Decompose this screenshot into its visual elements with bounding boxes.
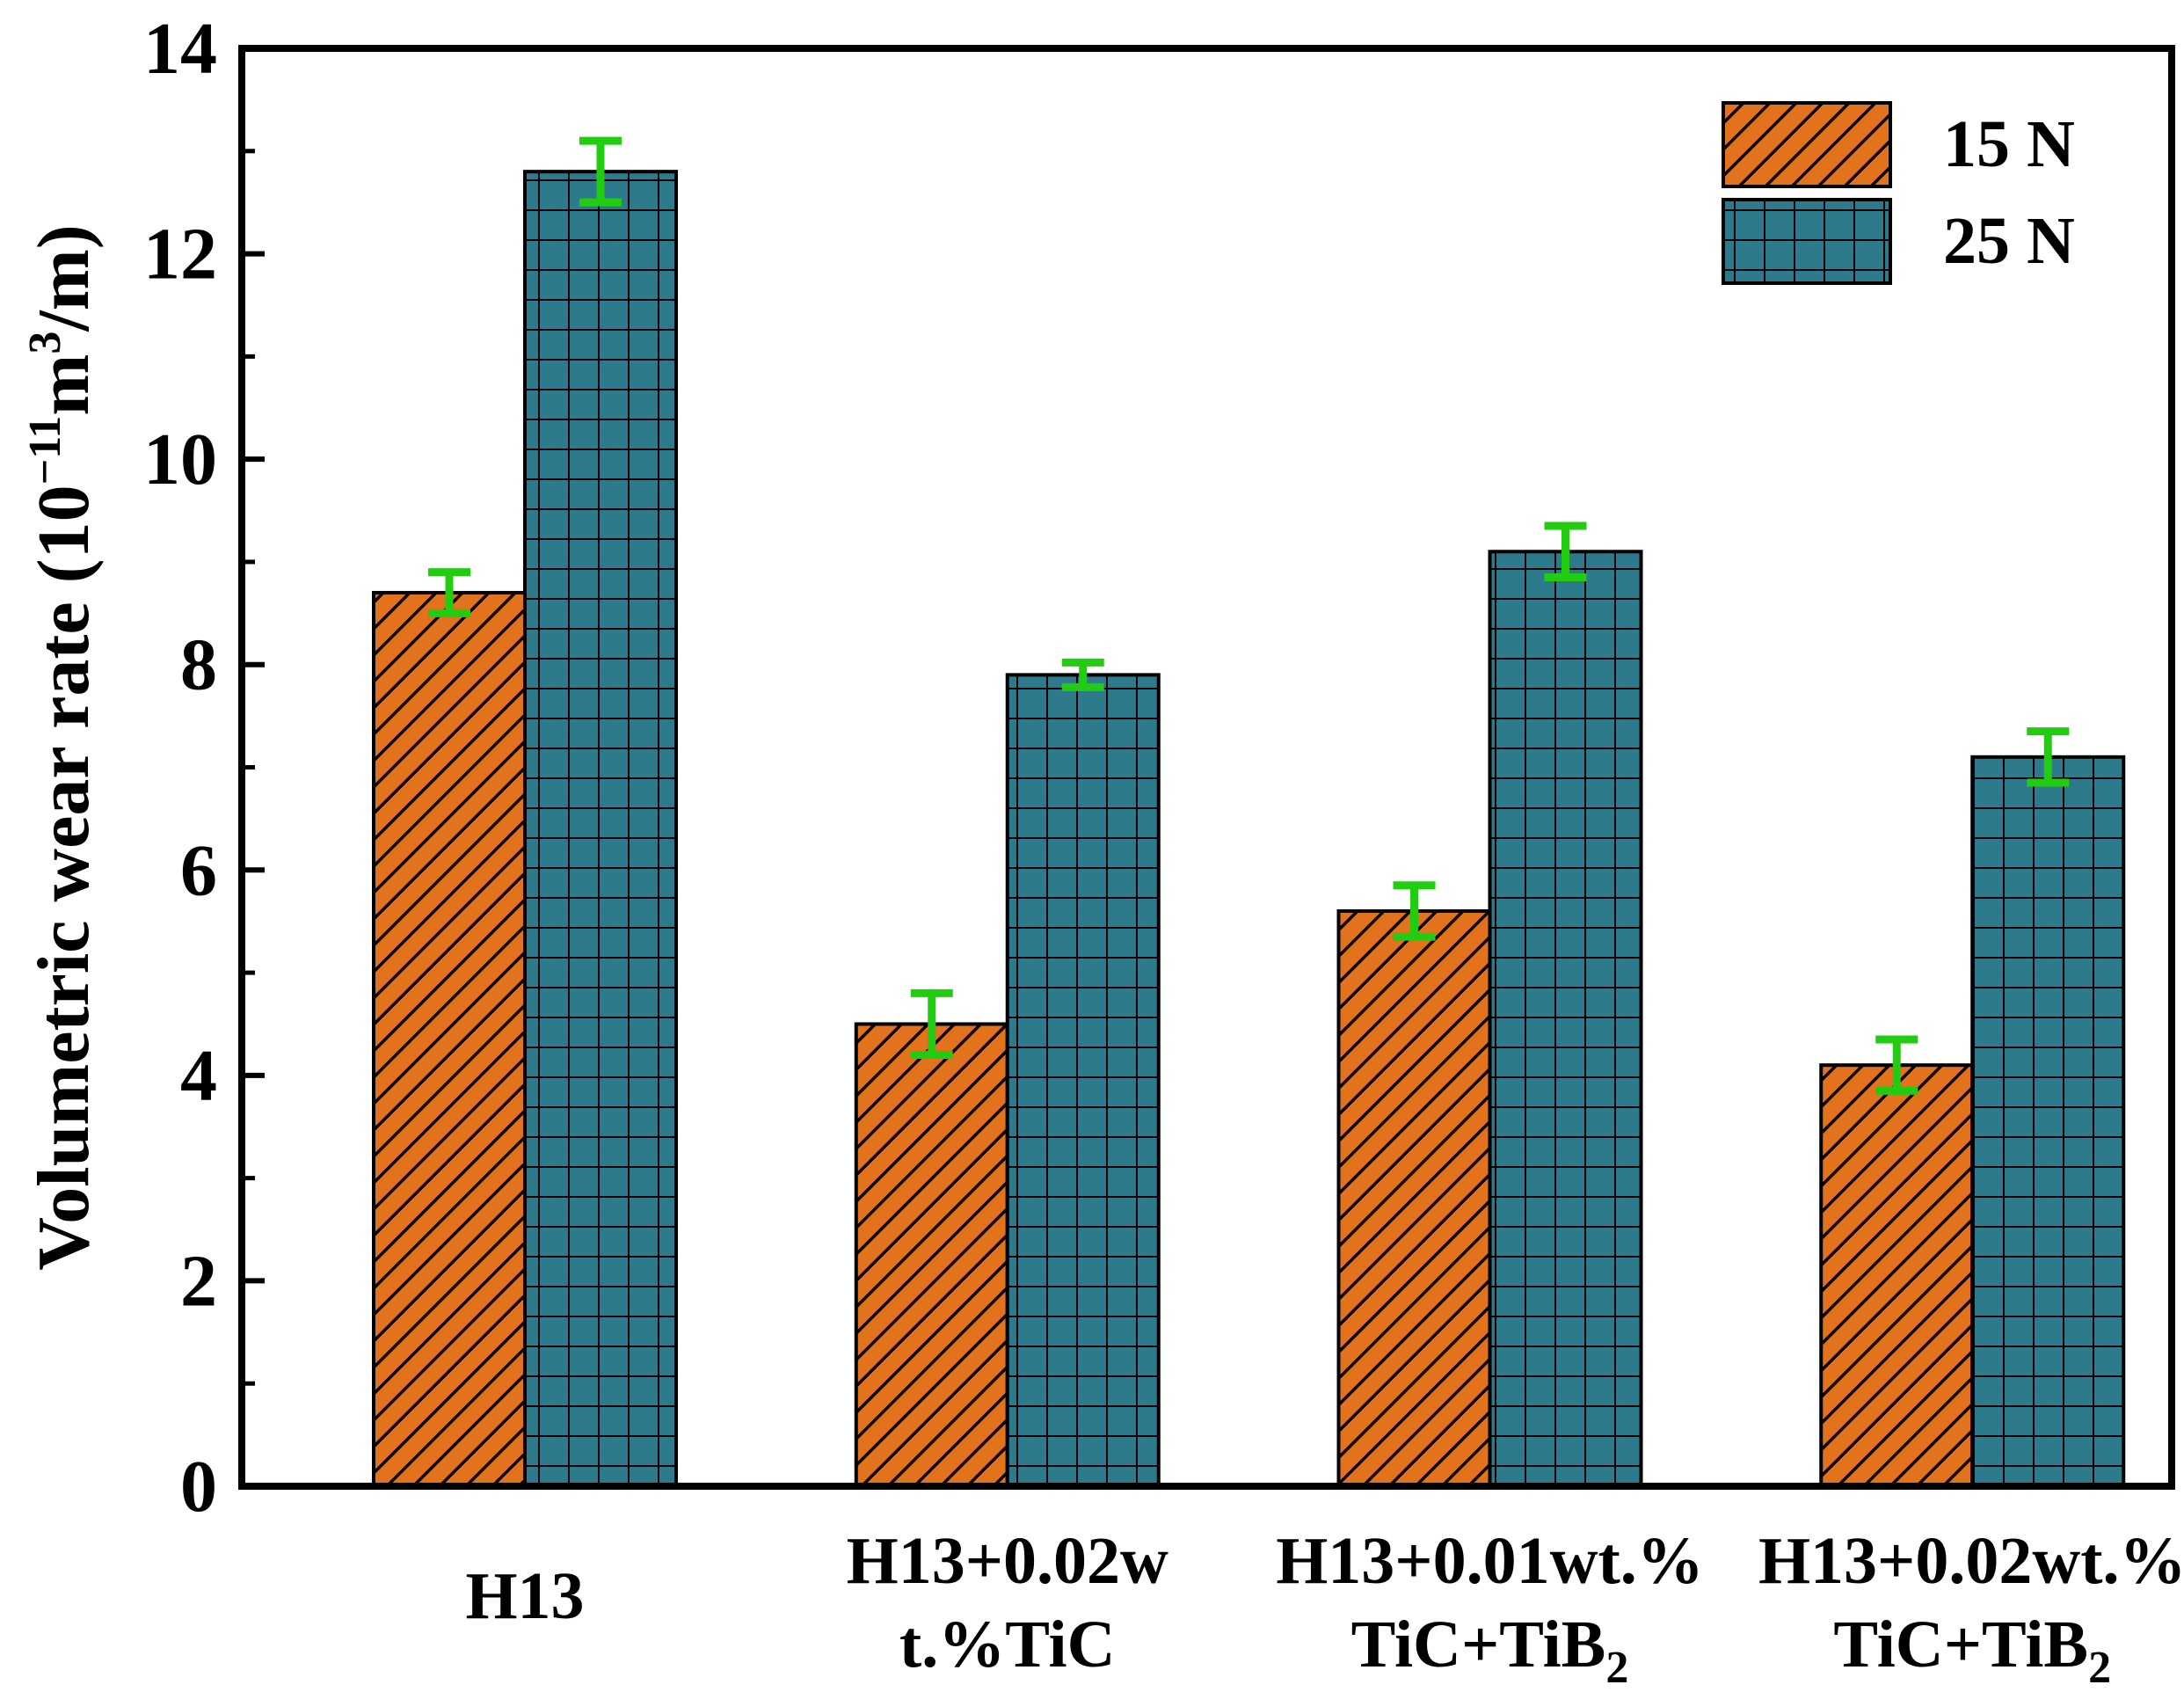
error-bar xyxy=(1393,881,1436,941)
y-tick-label: 4 xyxy=(180,1035,217,1117)
legend-label: 15 N xyxy=(1943,107,2075,181)
bar-15n-1 xyxy=(854,1022,1009,1488)
error-bar xyxy=(2027,727,2070,787)
bar-15n-2 xyxy=(1336,909,1492,1488)
bar-25n-3 xyxy=(1970,755,2126,1488)
y-tick-label: 6 xyxy=(180,829,217,911)
x-axis-category-labels: H13 H13+0.02w t.%TiC H13+0.01wt.% TiC+TiB2 H1… xyxy=(465,1524,2184,1692)
bar-25n-1 xyxy=(1005,673,1161,1488)
error-bars-layer xyxy=(428,136,2070,1095)
bar-15n-0 xyxy=(372,590,527,1488)
legend-swatch-25n xyxy=(1722,198,1892,285)
error-bar xyxy=(579,136,622,207)
y-tick-label: 14 xyxy=(143,8,217,90)
legend: 15 N 25 N xyxy=(1722,101,2075,285)
y-tick-label: 12 xyxy=(143,214,217,295)
error-bar xyxy=(910,988,953,1059)
error-bar xyxy=(428,568,470,617)
bars-layer xyxy=(372,170,2126,1489)
bar-25n-0 xyxy=(523,170,678,1489)
error-bar xyxy=(1544,521,1587,581)
y-axis-title: Volumetric wear rate (10−11m3/m) xyxy=(20,224,105,1270)
legend-label: 25 N xyxy=(1943,204,2075,278)
bar-25n-2 xyxy=(1488,550,1643,1488)
y-tick-label: 10 xyxy=(143,419,217,500)
x-category-label: H13 xyxy=(465,1559,584,1633)
error-bar xyxy=(1061,658,1104,691)
y-tick-label: 0 xyxy=(180,1446,217,1528)
bar-15n-3 xyxy=(1819,1063,1975,1489)
y-axis-ticks: 0 2 4 6 8 10 12 14 xyxy=(143,8,265,1528)
x-category-label-line1: H13+0.02w xyxy=(847,1524,1168,1598)
legend-swatch-15n xyxy=(1722,101,1892,188)
error-bar xyxy=(1875,1035,1918,1095)
y-tick-label: 8 xyxy=(180,624,217,706)
x-category-label-line2: TiC+TiB2 xyxy=(1351,1608,1629,1692)
x-category-label-line1: H13+0.02wt.% xyxy=(1758,1524,2184,1598)
y-tick-label: 2 xyxy=(180,1240,217,1322)
x-category-label-line2: t.%TiC xyxy=(899,1608,1116,1681)
x-category-label-line2: TiC+TiB2 xyxy=(1833,1608,2111,1692)
x-category-label-line1: H13+0.01wt.% xyxy=(1276,1524,1704,1598)
